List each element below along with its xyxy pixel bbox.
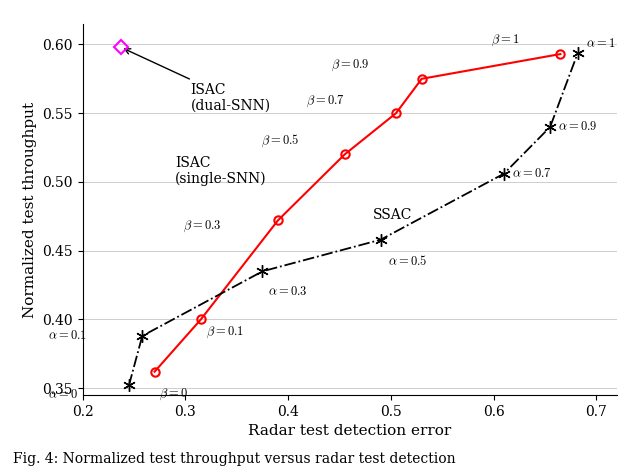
Text: SSAC: SSAC (373, 208, 411, 222)
X-axis label: Radar test detection error: Radar test detection error (248, 425, 452, 438)
Text: $\alpha = 1$: $\alpha = 1$ (586, 37, 616, 50)
Text: $\alpha = 0.5$: $\alpha = 0.5$ (387, 254, 427, 268)
Text: Fig. 4: Normalized test throughput versus radar test detection: Fig. 4: Normalized test throughput versu… (13, 453, 455, 466)
Y-axis label: Normalized test throughput: Normalized test throughput (23, 101, 37, 317)
Text: $\beta = 1$: $\beta = 1$ (491, 33, 520, 49)
Text: ISAC
(dual-SNN): ISAC (dual-SNN) (125, 49, 271, 113)
Text: $\alpha = 0$: $\alpha = 0$ (48, 388, 78, 401)
Text: $\alpha = 0.7$: $\alpha = 0.7$ (512, 167, 552, 180)
Text: $\alpha = 0.9$: $\alpha = 0.9$ (558, 120, 598, 133)
Text: $\alpha = 0.1$: $\alpha = 0.1$ (48, 329, 87, 342)
Text: $\alpha = 0.3$: $\alpha = 0.3$ (268, 285, 308, 298)
Text: $\beta = 0$: $\beta = 0$ (159, 387, 188, 402)
Text: ISAC
(single-SNN): ISAC (single-SNN) (175, 156, 266, 186)
Text: $\beta = 0.7$: $\beta = 0.7$ (306, 94, 345, 109)
Text: $\beta = 0.5$: $\beta = 0.5$ (261, 132, 300, 149)
Text: $\beta = 0.9$: $\beta = 0.9$ (331, 58, 370, 73)
Text: $\beta = 0.3$: $\beta = 0.3$ (183, 218, 222, 234)
Text: $\beta = 0.1$: $\beta = 0.1$ (207, 325, 245, 340)
